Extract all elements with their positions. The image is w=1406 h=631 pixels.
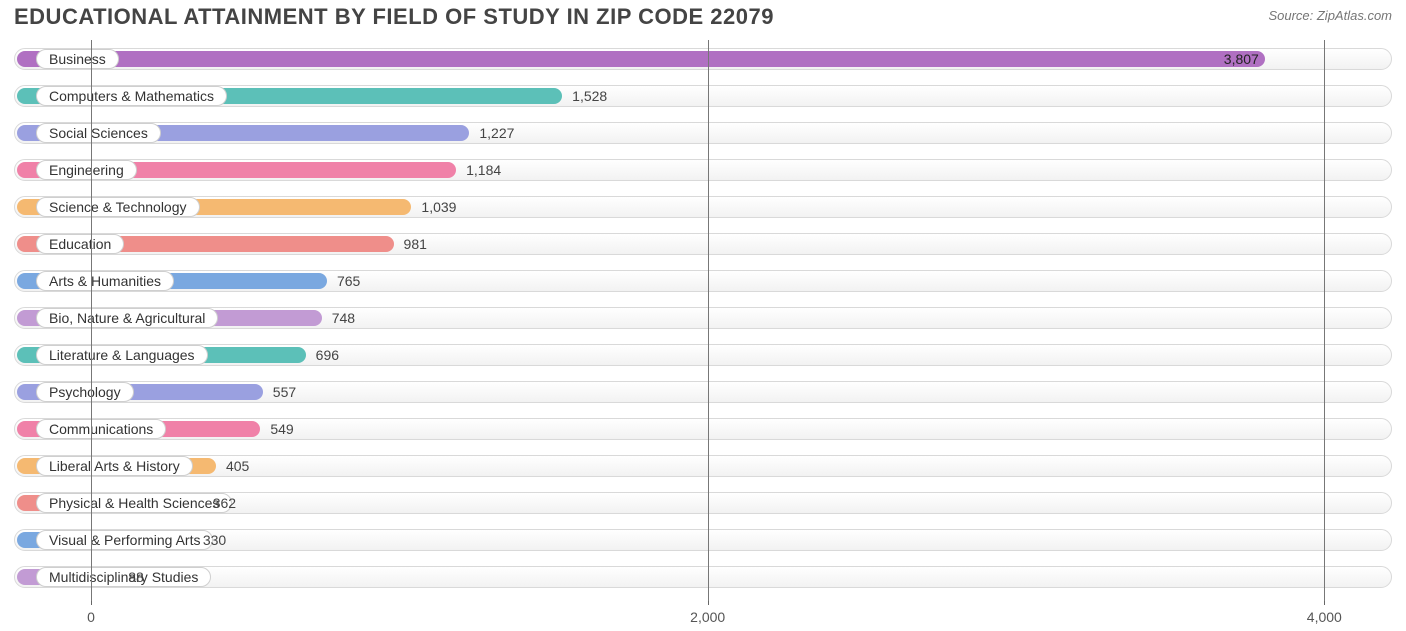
value-label: 88 [128, 569, 144, 585]
category-label-pill: Physical & Health Sciences [36, 493, 232, 513]
category-label-pill: Visual & Performing Arts [36, 530, 213, 550]
bar-row: Arts & Humanities 765 [14, 262, 1392, 299]
grid-line [91, 40, 92, 601]
bar-row: Engineering 1,184 [14, 151, 1392, 188]
x-axis: 0 2,000 4,000 [14, 601, 1392, 625]
bar-row: Visual & Performing Arts330 [14, 521, 1392, 558]
category-label-pill: Liberal Arts & History [36, 456, 193, 476]
bar-row: Bio, Nature & Agricultural 748 [14, 299, 1392, 336]
value-label: 1,227 [479, 125, 514, 141]
value-label: 405 [226, 458, 249, 474]
category-label-pill: Engineering [36, 160, 137, 180]
grid-line [1324, 40, 1325, 601]
axis-tick-label: 4,000 [1307, 609, 1342, 625]
value-label: 696 [316, 347, 339, 363]
category-label-pill: Business [36, 49, 119, 69]
chart-source: Source: ZipAtlas.com [1268, 4, 1392, 23]
bar-row: Multidisciplinary Studies88 [14, 558, 1392, 595]
category-label-pill: Communications [36, 419, 166, 439]
value-label: 330 [203, 532, 226, 548]
axis-tick-label: 0 [87, 609, 95, 625]
bar [17, 51, 1265, 67]
value-label: 557 [273, 384, 296, 400]
value-label: 981 [404, 236, 427, 252]
value-label: 1,184 [466, 162, 501, 178]
bar-row: Liberal Arts & History 405 [14, 447, 1392, 484]
bar-row: Physical & Health Sciences362 [14, 484, 1392, 521]
category-label-pill: Bio, Nature & Agricultural [36, 308, 218, 328]
value-label: 1,528 [572, 88, 607, 104]
bar-row: Literature & Languages 696 [14, 336, 1392, 373]
value-label: 748 [332, 310, 355, 326]
value-label: 362 [213, 495, 236, 511]
value-label: 3,807 [1224, 51, 1259, 67]
category-label-pill: Arts & Humanities [36, 271, 174, 291]
category-label-pill: Social Sciences [36, 123, 161, 143]
chart-title: EDUCATIONAL ATTAINMENT BY FIELD OF STUDY… [14, 4, 774, 30]
bar-row: Computers & Mathematics 1,528 [14, 77, 1392, 114]
value-label: 1,039 [421, 199, 456, 215]
category-label-pill: Computers & Mathematics [36, 86, 227, 106]
bar-row: Business 3,807 [14, 40, 1392, 77]
bar-row: Science & Technology 1,039 [14, 188, 1392, 225]
category-label-pill: Multidisciplinary Studies [36, 567, 211, 587]
category-label-pill: Psychology [36, 382, 134, 402]
bar-row: Communications 549 [14, 410, 1392, 447]
chart-header: EDUCATIONAL ATTAINMENT BY FIELD OF STUDY… [0, 0, 1406, 30]
bar-track [14, 566, 1392, 588]
category-label-pill: Science & Technology [36, 197, 200, 217]
value-label: 765 [337, 273, 360, 289]
chart-plot-area: Business 3,807 Computers & Mathematics 1,52… [14, 40, 1392, 601]
category-label-pill: Literature & Languages [36, 345, 208, 365]
axis-tick-label: 2,000 [690, 609, 725, 625]
bar-row: Social Sciences 1,227 [14, 114, 1392, 151]
category-label-pill: Education [36, 234, 124, 254]
grid-line [708, 40, 709, 601]
bar-row: Education 981 [14, 225, 1392, 262]
value-label: 549 [270, 421, 293, 437]
bar-row: Psychology 557 [14, 373, 1392, 410]
bar-track [14, 455, 1392, 477]
